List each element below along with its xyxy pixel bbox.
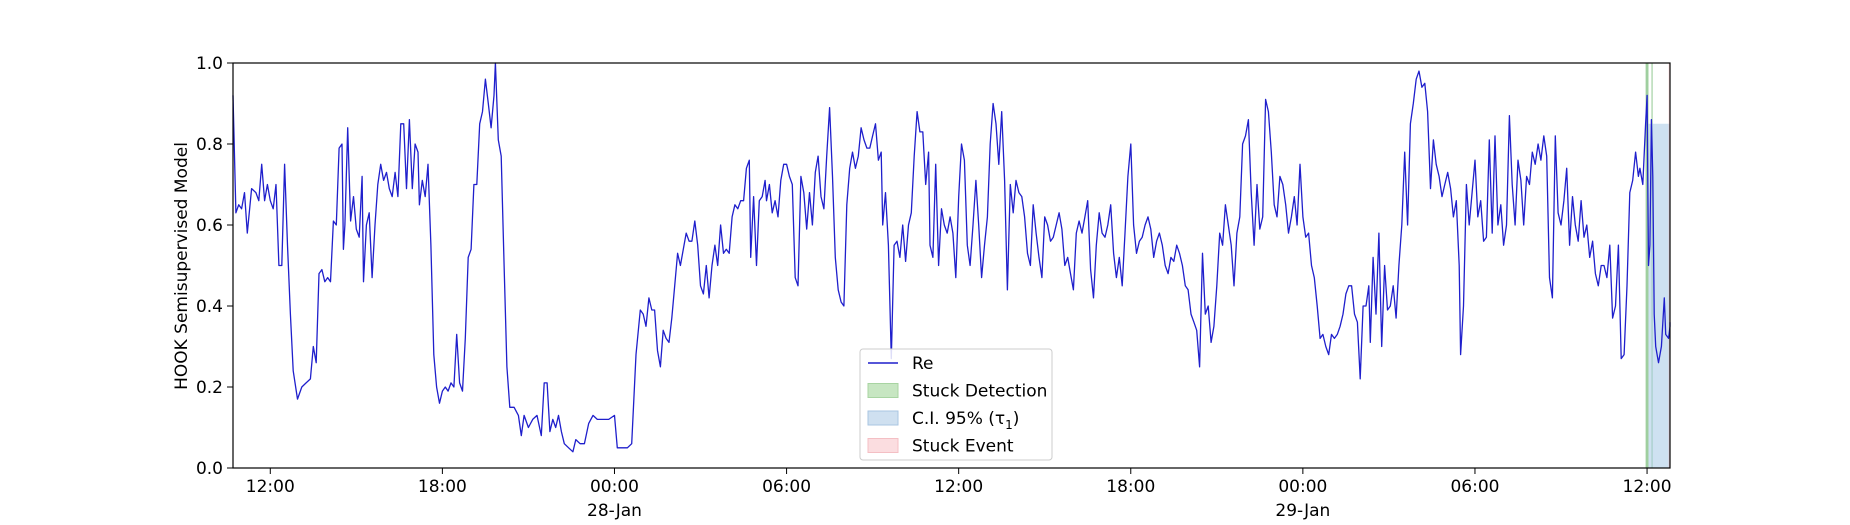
y-tick-label: 0.2 bbox=[196, 378, 223, 398]
y-axis-label: HOOK Semisupervised Model bbox=[172, 142, 192, 390]
legend-swatch-patch bbox=[867, 438, 899, 453]
x-tick-label: 00:00 bbox=[1278, 477, 1327, 497]
legend-label: Stuck Event bbox=[912, 437, 1014, 457]
x-tick-date-label: 29-Jan bbox=[1275, 501, 1330, 521]
y-tick-label: 0.6 bbox=[196, 216, 223, 236]
series-layer bbox=[232, 62, 1671, 453]
legend-label-text: Stuck Detection bbox=[912, 382, 1047, 402]
band-c-i-95- bbox=[1648, 123, 1670, 468]
legend-label-text: Re bbox=[912, 354, 934, 374]
y-tick-label: 0.8 bbox=[196, 135, 223, 155]
plot-frame bbox=[232, 62, 1671, 469]
legend-label-text: C.I. 95% (τ bbox=[912, 409, 1005, 429]
x-tick-date-label: 28-Jan bbox=[587, 501, 642, 521]
legend-swatch-patch bbox=[867, 410, 899, 426]
band-stuck-event bbox=[1668, 63, 1670, 468]
x-tick-label: 18:00 bbox=[418, 477, 467, 497]
x-tick-label: 18:00 bbox=[1106, 477, 1155, 497]
y-tick-label: 0.0 bbox=[196, 459, 223, 479]
legend-label: C.I. 95% (τ1) bbox=[912, 409, 1019, 432]
x-tick-label: 12:00 bbox=[1623, 477, 1672, 497]
legend-label-subscript: 1 bbox=[1005, 418, 1013, 432]
x-tick-label: 00:00 bbox=[590, 477, 639, 497]
y-tick-label: 1.0 bbox=[196, 54, 223, 74]
legend-box bbox=[859, 348, 1053, 461]
bands-layer bbox=[1645, 63, 1670, 468]
x-tick-label: 06:00 bbox=[1450, 477, 1499, 497]
x-tick-label: 12:00 bbox=[934, 477, 983, 497]
series-line-0 bbox=[232, 62, 1671, 453]
legend-label-text: Stuck Event bbox=[912, 437, 1014, 457]
legend-swatch-patch bbox=[867, 383, 899, 398]
y-tick-label: 0.4 bbox=[196, 297, 223, 317]
x-tick-label: 12:00 bbox=[246, 477, 295, 497]
legend-label: Re bbox=[912, 354, 934, 374]
x-axis: 12:00 18:00 00:00 28-Jan 06:00 12:00 18:00 00:0… bbox=[246, 468, 1672, 521]
legend-label: Stuck Detection bbox=[912, 382, 1047, 402]
legend: Re Stuck Detection C.I. 95% (τ1) Stuck Even… bbox=[859, 348, 1053, 461]
band-stuck-detection bbox=[1645, 63, 1649, 468]
x-tick-label: 06:00 bbox=[762, 477, 811, 497]
legend-label-close: ) bbox=[1013, 409, 1020, 429]
y-axis: 0.0 0.2 0.4 0.6 0.8 1.0 bbox=[196, 54, 233, 479]
